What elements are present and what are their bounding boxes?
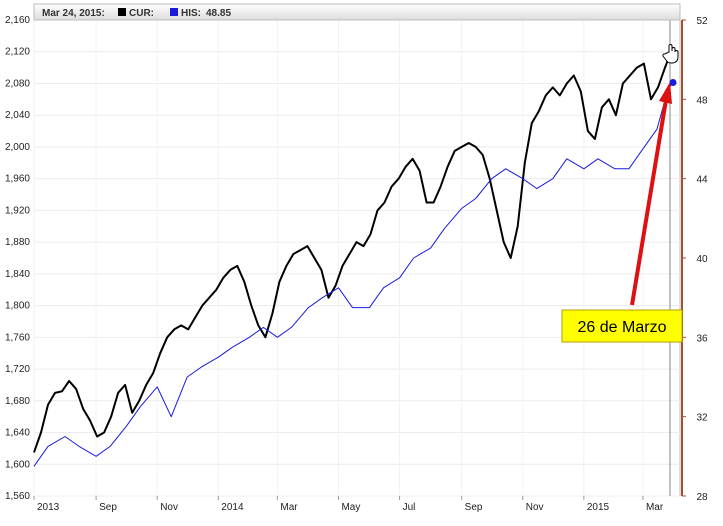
x-tick-label: Mar	[646, 502, 664, 513]
right-tick-label: 44	[696, 175, 708, 186]
hand-cursor-icon	[662, 44, 679, 64]
left-tick-label: 1,840	[5, 269, 30, 280]
x-tick-label: 2014	[221, 502, 244, 513]
plot-area	[33, 3, 681, 497]
right-tick-label: 32	[696, 413, 708, 424]
x-axis: 2013 Sep Nov 2014 Mar May Jul Sep Nov 2015 Mar	[33, 496, 664, 513]
annotation-arrow-head	[659, 82, 672, 104]
left-tick-label: 1,560	[5, 491, 30, 502]
series-line-his	[33, 82, 674, 467]
left-tick-label: 2,120	[5, 47, 30, 58]
left-tick-label: 2,160	[5, 15, 30, 26]
header-date: Mar 24, 2015:	[42, 8, 105, 19]
annotation-arrow-shaft	[630, 99, 668, 306]
x-tick-label: Jul	[403, 502, 416, 513]
left-tick-label: 1,880	[5, 237, 30, 248]
annotation-text: 26 de Marzo	[578, 319, 667, 336]
left-tick-label: 1,760	[5, 332, 30, 343]
right-tick-label: 52	[696, 16, 708, 27]
his-end-point	[669, 78, 677, 86]
left-tick-label: 2,000	[5, 142, 30, 153]
left-axis: 1,560 1,600 1,640 1,680 1,720 1,760 1,800 1,840…	[5, 15, 30, 502]
left-tick-label: 1,720	[5, 364, 30, 375]
right-axis: 28 32 36 40 44 48 52	[681, 16, 708, 503]
left-tick-label: 2,040	[5, 110, 30, 121]
series-line-cur	[33, 58, 672, 453]
x-tick-label: May	[341, 502, 360, 513]
x-tick-label: Mar	[280, 502, 298, 513]
left-tick-label: 2,080	[5, 78, 30, 89]
his-legend-value: 48.85	[206, 8, 231, 19]
left-tick-label: 1,920	[5, 205, 30, 216]
right-tick-label: 40	[696, 254, 708, 265]
x-tick-label: Sep	[99, 502, 117, 513]
series-group	[33, 58, 677, 467]
right-tick-label: 48	[696, 95, 708, 106]
x-tick-label: 2013	[37, 502, 60, 513]
grid-lines	[33, 19, 680, 497]
his-legend-label: HIS:	[181, 8, 201, 19]
left-tick-label: 1,680	[5, 396, 30, 407]
x-tick-label: 2015	[587, 502, 610, 513]
right-tick-label: 36	[696, 333, 708, 344]
cur-legend-swatch	[118, 8, 126, 16]
cur-legend-label: CUR:	[129, 8, 154, 19]
left-tick-label: 1,960	[5, 174, 30, 185]
right-tick-label: 28	[696, 492, 708, 503]
x-tick-label: Sep	[465, 502, 483, 513]
left-tick-label: 1,600	[5, 459, 30, 470]
annotation-box	[561, 309, 683, 343]
x-tick-label: Nov	[526, 502, 544, 513]
his-legend-swatch	[170, 8, 178, 16]
left-tick-label: 1,800	[5, 301, 30, 312]
header-bar	[33, 3, 681, 21]
left-tick-label: 1,640	[5, 428, 30, 439]
x-tick-label: Nov	[160, 502, 178, 513]
